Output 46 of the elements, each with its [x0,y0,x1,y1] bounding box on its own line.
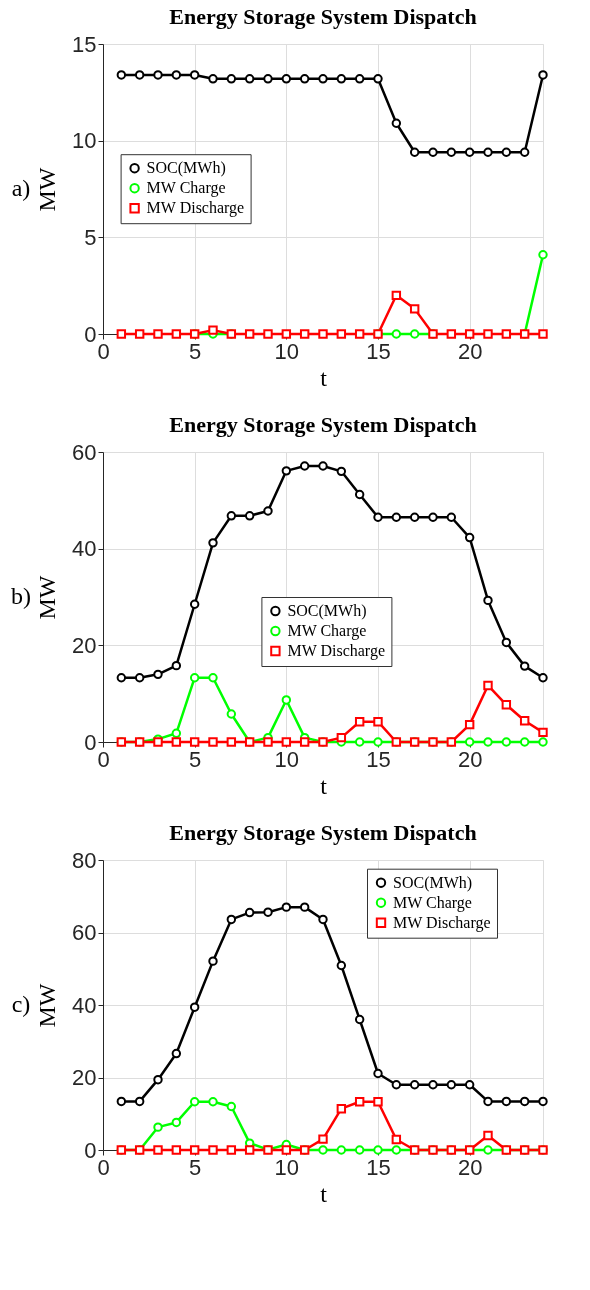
x-axis-title: t [320,1180,328,1207]
text: b) [11,583,31,609]
chart-title: Energy Storage System Dispatch [169,820,477,845]
y-tick-label: 15 [72,31,97,57]
legend-label: MW Discharge [287,642,386,660]
text: a) [11,175,31,201]
y-tick-label: 10 [72,128,97,154]
x-tick-label: 20 [457,746,483,772]
legend-label: MW Discharge [146,199,245,218]
chart-title: Energy Storage System Dispatch [169,412,477,437]
x-tick-label: 15 [366,338,391,364]
y-axis-title: MW [34,575,61,620]
y-tick-label: 5 [84,224,97,250]
y-tick-label: 0 [84,1137,97,1163]
y-axis-title: MW [34,983,61,1028]
y-axis-title: MW [34,167,61,212]
x-tick-label: 20 [457,338,483,364]
y-tick-label: 40 [72,536,97,562]
x-tick-label: 15 [366,1154,391,1180]
x-tick-label: 10 [274,338,300,364]
x-axis-title: t [320,772,328,799]
legend-label: MW Charge [393,893,472,912]
y-tick-label: 40 [72,992,97,1018]
x-tick-label: 10 [274,1154,300,1180]
legend-label: MW Discharge [393,913,491,932]
y-tick-label: 60 [72,920,97,945]
x-tick-label: 20 [457,1154,483,1180]
y-tick-label: 20 [72,1065,97,1090]
x-axis-title: t [320,364,328,391]
y-tick-label: 0 [84,321,97,347]
x-tick-label: 5 [189,338,202,364]
text: c) [11,991,31,1017]
y-tick-label: 80 [72,847,97,873]
y-tick-label: 0 [84,729,97,755]
legend-label: SOC(MWh) [146,159,226,178]
legend-label: SOC(MWh) [393,873,473,892]
legend-label: SOC(MWh) [287,602,367,620]
y-tick-label: 60 [72,439,97,465]
y-tick-label: 20 [72,632,97,658]
x-tick-label: 5 [189,1154,202,1180]
chart-title: Energy Storage System Dispatch [169,4,477,29]
x-tick-label: 10 [274,746,300,772]
x-tick-label: 5 [189,746,202,772]
legend-label: MW Charge [287,622,367,640]
x-tick-label: 15 [366,746,391,772]
legend-label: MW Charge [146,179,226,198]
